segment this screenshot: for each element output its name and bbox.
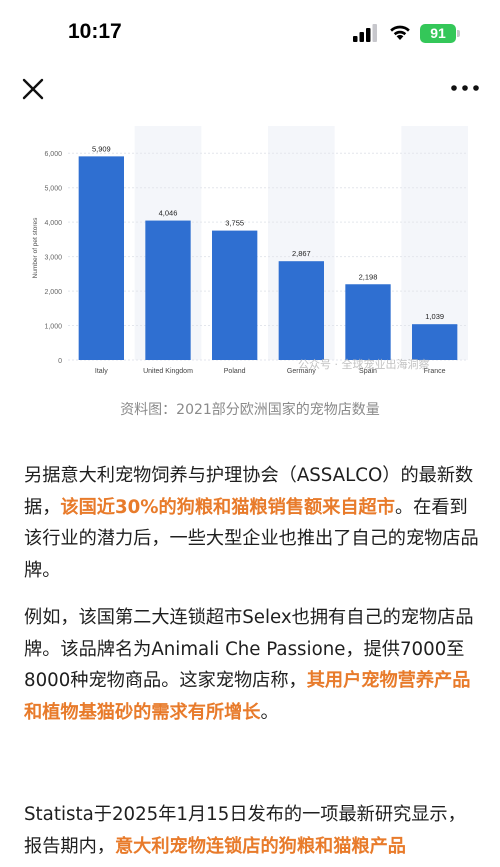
x-tick-label: United Kingdom bbox=[143, 368, 193, 375]
image-caption: 资料图：2021部分欧洲国家的宠物店数量 bbox=[120, 402, 380, 418]
chart-bar bbox=[412, 324, 458, 360]
y-tick-label: 2,000 bbox=[44, 289, 62, 296]
battery-level: 91 bbox=[430, 25, 446, 41]
article-paragraph-3: Statista于2025年1月15日发布的一项最新研究显示，报告期内，意大利宠… bbox=[24, 799, 480, 862]
chart-canvas: 0 1,000 2,000 3,000 4,000 5,000 6,000 Number of… bbox=[32, 126, 468, 375]
status-bar: 10:17 91 bbox=[0, 0, 500, 66]
close-icon[interactable] bbox=[18, 74, 48, 104]
article-paragraph-2: 例如，该国第二大连锁超市Selex也拥有自己的宠物店品牌。该品牌名为Animal… bbox=[24, 602, 480, 728]
battery-icon: 91 bbox=[420, 24, 456, 43]
bar-value-label: 4,046 bbox=[159, 209, 178, 218]
bar-value-label: 2,867 bbox=[292, 249, 311, 258]
article-paragraph-1: 另据意大利宠物饲养与护理协会（ASSALCO）的最新数据，该国近30%的狗粮和猫… bbox=[24, 460, 480, 586]
cellular-signal-icon bbox=[353, 24, 377, 42]
bar-value-label: 3,755 bbox=[225, 219, 244, 228]
x-tick-label: Germany bbox=[287, 368, 316, 375]
nav-bar bbox=[0, 66, 500, 112]
paragraph-2-highlight: 其用户宠物营养产品和植物基猫砂的需求有所增长 bbox=[24, 670, 471, 723]
chart-bar bbox=[345, 284, 391, 360]
more-options-icon[interactable] bbox=[448, 78, 482, 98]
chart-band bbox=[401, 126, 468, 360]
x-tick-label: Italy bbox=[95, 368, 108, 375]
paragraph-3-text-a: Statista于2025年1月15日发布的一项最新研究显示，报告期内， bbox=[24, 804, 466, 857]
x-tick-label: Poland bbox=[224, 368, 246, 375]
chart-bar bbox=[212, 230, 258, 360]
paragraph-1-text-a: 另据意大利宠物饲养与护理协会（ASSALCO）的最新数据， bbox=[24, 465, 474, 518]
y-tick-label: 1,000 bbox=[44, 324, 62, 331]
chart-bar bbox=[278, 261, 324, 360]
paragraph-1-text-b: 。在看到该行业的潜力后，一些大型企业也推出了自己的宠物店品牌。 bbox=[24, 496, 479, 581]
y-tick-label: 6,000 bbox=[44, 151, 62, 158]
y-tick-label: 0 bbox=[58, 358, 62, 365]
x-tick-label: France bbox=[424, 368, 446, 375]
y-tick-label: 4,000 bbox=[44, 220, 62, 227]
y-axis-label: Number of pet stores bbox=[32, 217, 39, 278]
bar-value-label: 2,198 bbox=[359, 272, 378, 281]
chart-bar bbox=[78, 156, 124, 360]
status-time: 10:17 bbox=[68, 20, 122, 43]
battery-tip bbox=[457, 30, 460, 37]
paragraph-2-text-b: 。 bbox=[260, 701, 279, 723]
wifi-icon bbox=[390, 25, 410, 40]
y-tick-label: 3,000 bbox=[44, 255, 62, 262]
bar-value-label: 1,039 bbox=[425, 312, 444, 321]
bar-chart: 0 1,000 2,000 3,000 4,000 5,000 6,000 Number of… bbox=[28, 114, 472, 394]
watermark-text: 公众号 · 全球宠业出海洞察 bbox=[298, 357, 430, 371]
paragraph-1-highlight: 该国近30%的狗粮和猫粮销售额来自超市 bbox=[60, 496, 395, 518]
paragraph-3-highlight: 意大利宠物连锁店的狗粮和猫粮产品 bbox=[114, 835, 406, 857]
paragraph-2-text-a: 例如，该国第二大连锁超市Selex也拥有自己的宠物店品牌。该品牌名为Animal… bbox=[24, 607, 474, 691]
chart-bar bbox=[145, 220, 191, 360]
bar-value-label: 5,909 bbox=[92, 144, 111, 153]
y-tick-label: 5,000 bbox=[44, 186, 62, 193]
x-tick-label: Spain bbox=[359, 368, 377, 375]
